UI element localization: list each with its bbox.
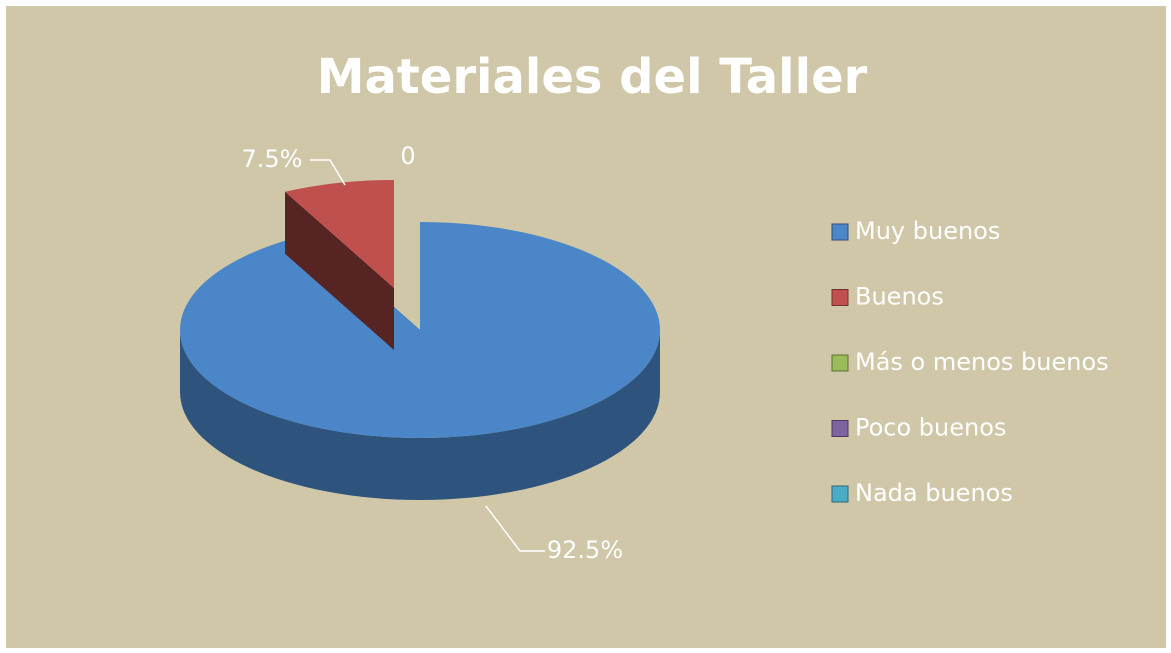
legend-swatch <box>831 354 849 372</box>
slice-top <box>285 180 394 288</box>
slice-top <box>180 222 661 438</box>
legend-swatch <box>831 420 849 437</box>
leader-line <box>485 505 545 552</box>
data-label: 92.5% <box>547 536 623 564</box>
legend-label: Más o menos buenos <box>855 348 1109 376</box>
chart-title: Materiales del Taller <box>317 49 868 105</box>
legend-label: Muy buenos <box>855 217 1000 245</box>
slice-side <box>180 330 660 500</box>
legend-swatch <box>831 485 849 503</box>
pie-slice <box>180 222 661 500</box>
data-label: 7.5% <box>242 145 303 173</box>
legend-label: Nada buenos <box>855 479 1013 507</box>
pie-slice <box>285 180 394 350</box>
leader-line <box>310 159 346 186</box>
data-label: 0 <box>400 142 415 170</box>
slice-wall <box>285 191 394 350</box>
legend-swatch <box>831 289 849 306</box>
legend-label: Buenos <box>855 283 944 311</box>
legend-label: Poco buenos <box>855 414 1006 442</box>
legend-swatch <box>831 223 849 241</box>
